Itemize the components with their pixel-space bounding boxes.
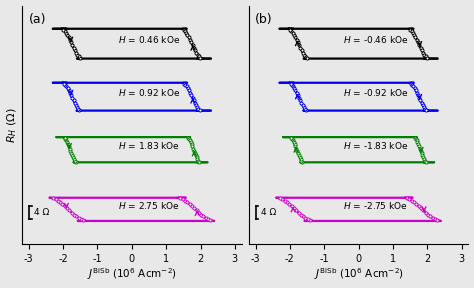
Text: 4 Ω: 4 Ω [261,208,276,217]
Text: 4 Ω: 4 Ω [34,208,50,217]
Text: $H$ = 2.75 kOe: $H$ = 2.75 kOe [118,200,180,211]
Text: $H$ = -0.46 kOe: $H$ = -0.46 kOe [343,34,409,45]
Text: $H$ = 0.46 kOe: $H$ = 0.46 kOe [118,34,180,45]
X-axis label: $J^{\mathrm{BiSb}}$ (10$^6$ Acm$^{-2}$): $J^{\mathrm{BiSb}}$ (10$^6$ Acm$^{-2}$) [87,267,177,283]
X-axis label: $J^{\mathrm{BiSb}}$ (10$^6$ Acm$^{-2}$): $J^{\mathrm{BiSb}}$ (10$^6$ Acm$^{-2}$) [313,267,403,283]
Text: $H$ = -0.92 kOe: $H$ = -0.92 kOe [343,87,409,98]
Text: $H$ = 1.83 kOe: $H$ = 1.83 kOe [118,141,180,151]
Text: (b): (b) [255,13,273,26]
Y-axis label: $R_H$ ($\Omega$): $R_H$ ($\Omega$) [6,107,19,143]
Text: $H$ = 0.92 kOe: $H$ = 0.92 kOe [118,87,180,98]
Text: $H$ = -1.83 kOe: $H$ = -1.83 kOe [343,141,409,151]
Text: (a): (a) [28,13,46,26]
Text: $H$ = -2.75 kOe: $H$ = -2.75 kOe [343,200,408,211]
